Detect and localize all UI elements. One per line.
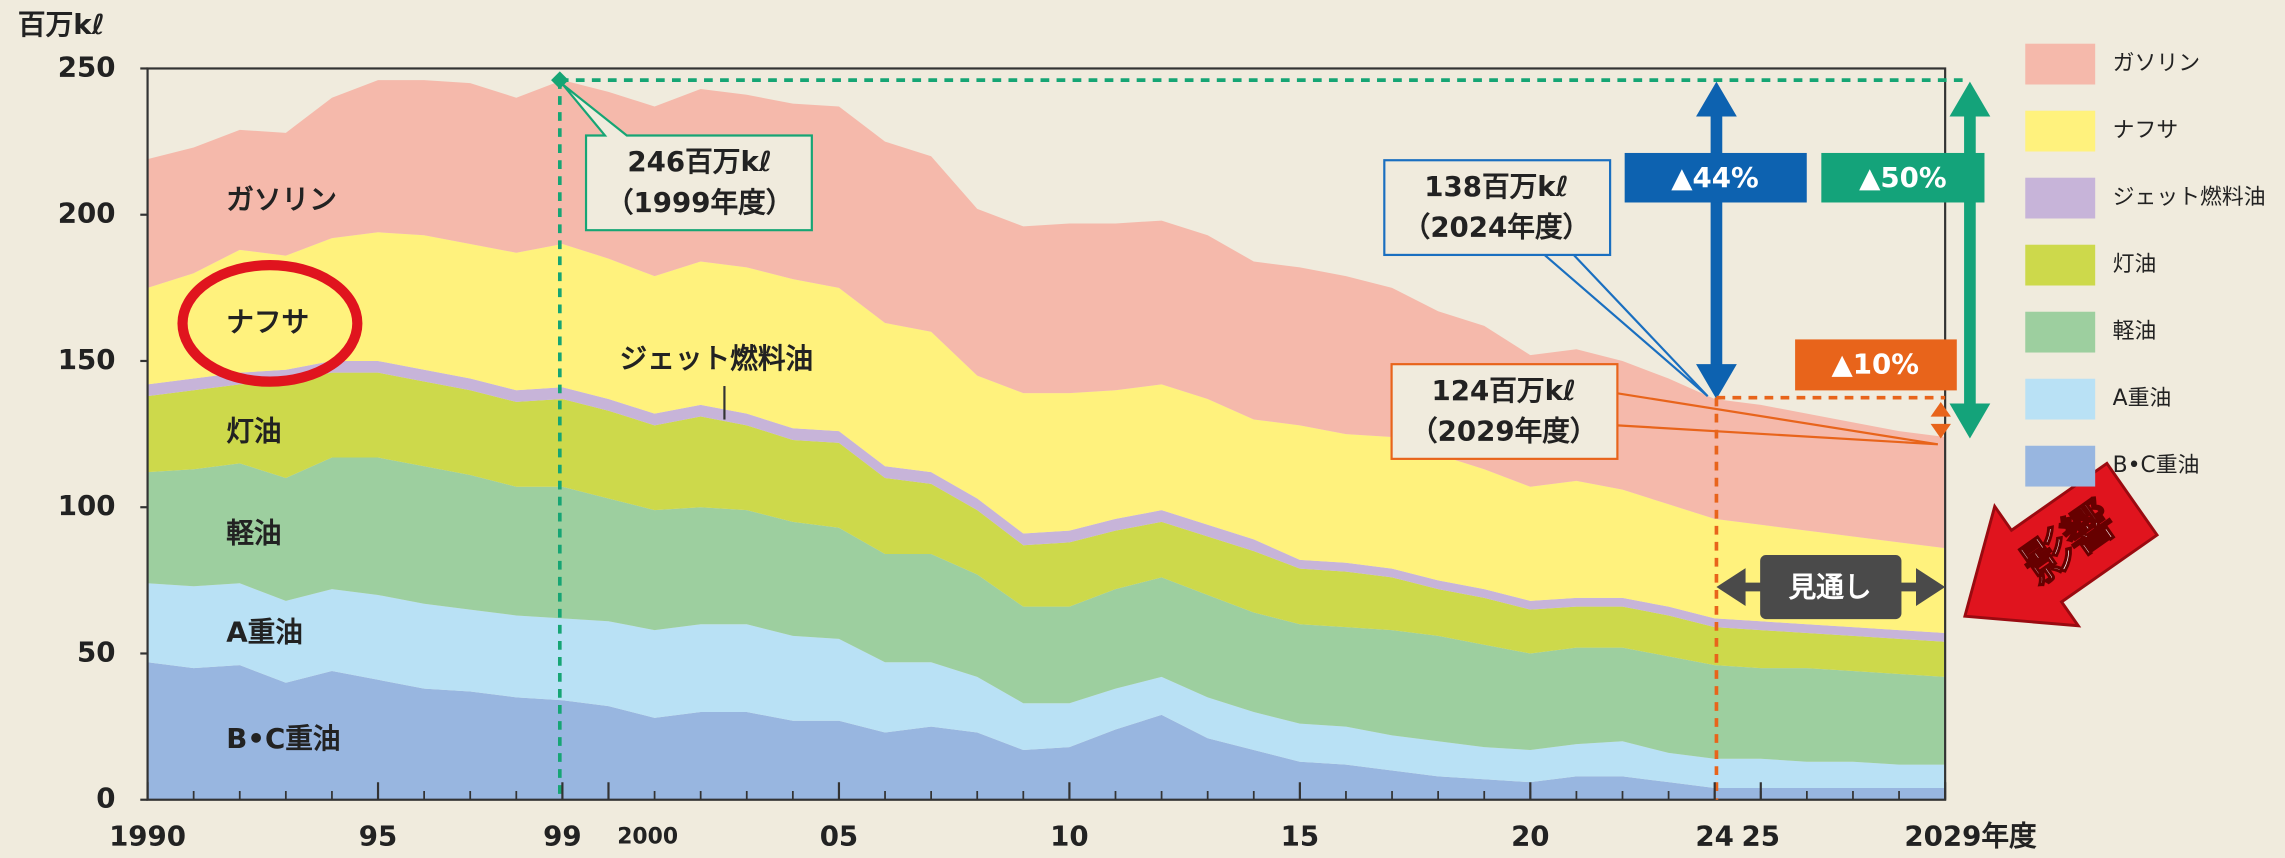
drop-label: ▲44% — [1671, 161, 1758, 194]
chart: 百万kℓ 246百万kℓ （1999年度） 138百万kℓ （2024年度） ▲… — [0, 0, 2285, 858]
legend-label: 灯油 — [2113, 252, 2157, 277]
legend-swatch — [2025, 379, 2095, 420]
x-tick-label: 99 — [543, 820, 582, 853]
peak-callout: 246百万kℓ — [627, 145, 771, 178]
x-tick-label: 10 — [1050, 820, 1089, 853]
x-tick-label: 2000 — [617, 825, 678, 850]
series-label: B•C重油 — [226, 722, 340, 755]
y2024-callout: 138百万kℓ — [1424, 170, 1568, 203]
legend-swatch — [2025, 446, 2095, 487]
legend-label: ガソリン — [2113, 51, 2200, 76]
x-tick-label: 20 — [1511, 820, 1550, 853]
legend-swatch — [2025, 111, 2095, 152]
legend-swatch — [2025, 178, 2095, 219]
y2029-callout: 124百万kℓ — [1432, 374, 1576, 407]
series-label: ナフサ — [226, 305, 309, 338]
y2024-callout: （2024年度） — [1403, 211, 1591, 244]
y-tick-label: 150 — [58, 343, 116, 376]
series-label: ガソリン — [226, 183, 337, 216]
y-tick-label: 50 — [77, 635, 115, 668]
legend-swatch — [2025, 44, 2095, 85]
series-label: ジェット燃料油 — [620, 342, 814, 375]
drop-label: ▲50% — [1859, 161, 1946, 194]
x-tick-label: 2029年度 — [1904, 820, 2037, 853]
series-label: 軽油 — [226, 517, 281, 550]
legend-swatch — [2025, 312, 2095, 353]
y-tick-label: 0 — [96, 782, 115, 815]
x-tick-label: 95 — [359, 820, 397, 853]
x-tick-label: 05 — [820, 820, 859, 853]
legend-label: B•C重油 — [2113, 453, 2200, 478]
forecast-label: 見通し — [1789, 571, 1872, 604]
y2029-callout: （2029年度） — [1410, 415, 1598, 448]
y-tick-label: 100 — [58, 489, 116, 522]
y-tick-label: 200 — [58, 197, 116, 230]
legend-swatch — [2025, 245, 2095, 286]
x-tick-label: 15 — [1281, 820, 1320, 853]
series-label: 灯油 — [226, 415, 281, 448]
x-tick-label: 1990 — [109, 820, 186, 853]
y-tick-label: 250 — [58, 50, 116, 83]
peak-callout: （1999年度） — [606, 186, 794, 219]
legend-label: A重油 — [2113, 386, 2172, 411]
x-tick-label: 24 — [1695, 820, 1734, 853]
legend-label: ジェット燃料油 — [2113, 185, 2266, 210]
drop-label: ▲10% — [1831, 348, 1918, 381]
x-tick-label: 25 — [1742, 820, 1780, 853]
legend-label: 軽油 — [2113, 319, 2157, 344]
y-axis-label: 百万kℓ — [18, 8, 105, 41]
series-label: A重油 — [226, 616, 303, 649]
legend-label: ナフサ — [2113, 118, 2179, 143]
